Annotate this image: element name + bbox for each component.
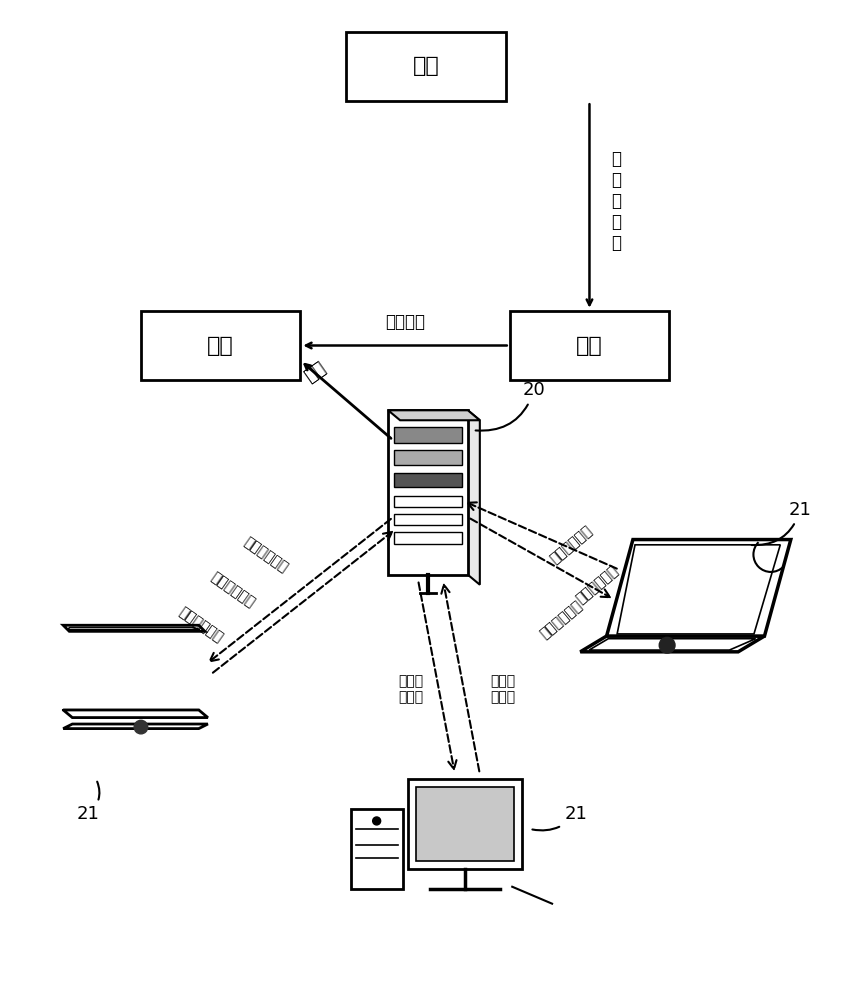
- FancyBboxPatch shape: [407, 779, 522, 869]
- Polygon shape: [617, 545, 780, 634]
- FancyBboxPatch shape: [394, 496, 462, 507]
- Polygon shape: [63, 724, 208, 729]
- Text: 21: 21: [76, 782, 100, 823]
- Polygon shape: [589, 639, 756, 650]
- Text: 输入检索内容: 输入检索内容: [548, 523, 596, 566]
- Polygon shape: [580, 636, 764, 652]
- Text: 返回检索结果: 返回检索结果: [538, 598, 585, 641]
- FancyBboxPatch shape: [394, 514, 462, 525]
- Polygon shape: [607, 540, 791, 636]
- Text: 文
档
化
处
理: 文 档 化 处 理: [612, 150, 621, 252]
- Circle shape: [134, 720, 147, 734]
- FancyBboxPatch shape: [394, 473, 462, 487]
- FancyBboxPatch shape: [346, 32, 506, 101]
- Text: 输入检
索内容: 输入检 索内容: [490, 674, 515, 704]
- FancyBboxPatch shape: [141, 311, 301, 380]
- Text: 返回检
索结果: 返回检 索结果: [398, 674, 423, 704]
- Text: 返回检索内容: 返回检索内容: [208, 570, 257, 610]
- Polygon shape: [468, 410, 480, 585]
- Text: 索引: 索引: [207, 336, 234, 356]
- Text: 输入检索内容: 输入检索内容: [176, 604, 225, 645]
- Text: 21: 21: [751, 501, 812, 545]
- Text: 返回检索结果: 返回检索结果: [241, 535, 291, 575]
- Text: 创建索引: 创建索引: [385, 313, 425, 331]
- FancyBboxPatch shape: [509, 311, 669, 380]
- Polygon shape: [63, 710, 208, 718]
- Text: 文档: 文档: [576, 336, 603, 356]
- Text: 返回检索内容: 返回检索内容: [573, 563, 621, 606]
- Text: 21: 21: [532, 805, 587, 830]
- Circle shape: [372, 817, 381, 825]
- Circle shape: [659, 637, 675, 653]
- Text: 20: 20: [475, 381, 545, 431]
- Text: 检索: 检索: [302, 358, 330, 385]
- FancyBboxPatch shape: [389, 410, 468, 575]
- FancyBboxPatch shape: [394, 450, 462, 465]
- FancyBboxPatch shape: [351, 809, 403, 889]
- FancyBboxPatch shape: [394, 532, 462, 544]
- FancyBboxPatch shape: [394, 427, 462, 443]
- Polygon shape: [67, 627, 200, 629]
- FancyBboxPatch shape: [416, 787, 515, 861]
- Polygon shape: [63, 625, 204, 631]
- Polygon shape: [389, 410, 480, 420]
- Text: 数据: 数据: [412, 56, 440, 76]
